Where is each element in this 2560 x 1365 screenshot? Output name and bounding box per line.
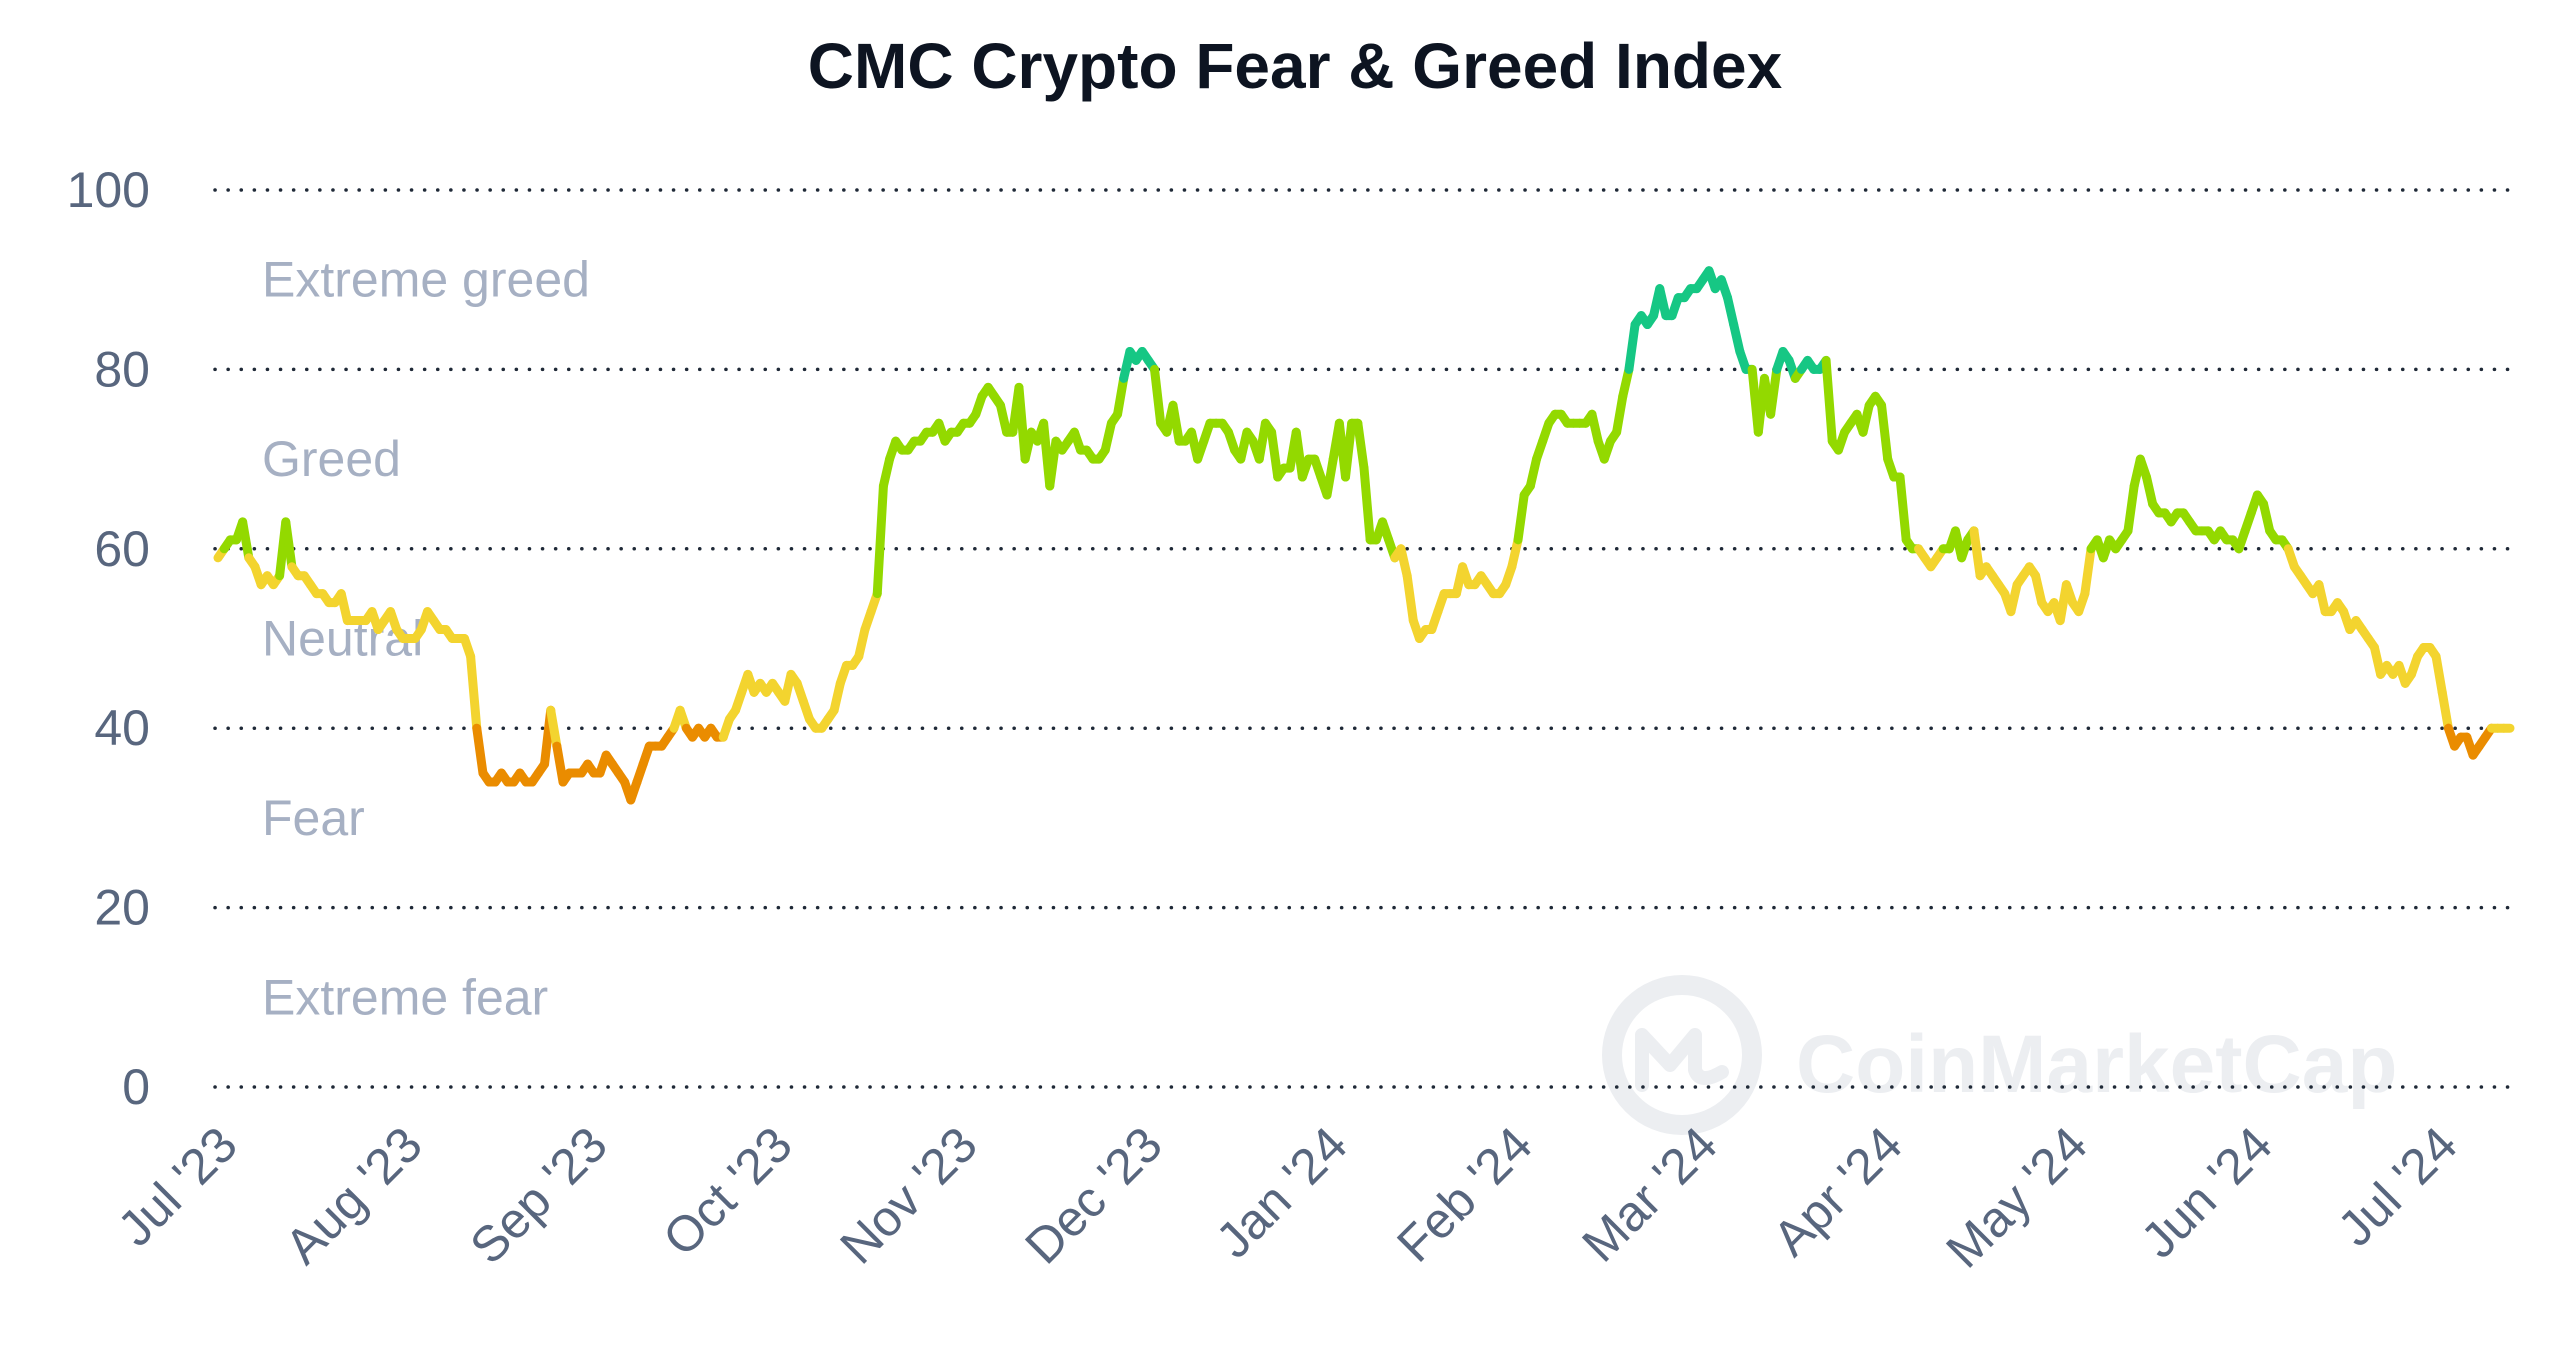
index-line bbox=[213, 266, 2515, 805]
line-segment bbox=[2259, 499, 2275, 536]
line-segment bbox=[1618, 364, 1634, 401]
line-segment bbox=[878, 454, 895, 491]
line-segment bbox=[2314, 580, 2330, 617]
line-segment bbox=[1150, 364, 1166, 428]
x-tick-label: May '24 bbox=[1935, 1116, 2097, 1278]
x-tick-label: Jul '23 bbox=[107, 1116, 248, 1257]
x-axis-ticks: Jul '23 Aug '23 Sep '23 Oct '23 Nov '23 Dec '… bbox=[107, 1116, 2468, 1278]
zone-label: Fear bbox=[262, 790, 365, 846]
x-tick-label: Sep '23 bbox=[459, 1116, 617, 1274]
line-segment bbox=[2141, 472, 2158, 509]
x-tick-label: Aug '23 bbox=[274, 1116, 432, 1274]
x-tick-label: Dec '23 bbox=[1014, 1116, 1172, 1274]
watermark: CoinMarketCap bbox=[1602, 975, 2397, 1135]
line-segment bbox=[1359, 463, 1375, 545]
line-segment bbox=[1624, 320, 1640, 374]
y-tick-label: 40 bbox=[94, 700, 150, 756]
y-tick-label: 80 bbox=[94, 341, 150, 397]
line-segment bbox=[1723, 293, 1739, 330]
zone-label: Extreme greed bbox=[262, 252, 590, 308]
line-segment bbox=[1402, 571, 1418, 626]
line-segment bbox=[1766, 364, 1782, 419]
line-segment bbox=[2080, 544, 2096, 599]
watermark-text: CoinMarketCap bbox=[1796, 1019, 2397, 1110]
line-segment bbox=[1729, 320, 1745, 356]
line-segment bbox=[281, 517, 297, 572]
line-segment bbox=[1168, 400, 1184, 446]
x-tick-label: Nov '23 bbox=[829, 1116, 987, 1274]
line-segment bbox=[1113, 373, 1129, 419]
line-segment bbox=[1341, 418, 1357, 482]
line-segment bbox=[2031, 571, 2047, 608]
line-segment bbox=[1513, 490, 1529, 545]
y-axis-ticks: 100 80 60 40 20 0 bbox=[67, 162, 150, 1115]
line-segment bbox=[546, 705, 562, 751]
line-segment bbox=[1969, 526, 1985, 581]
line-segment bbox=[1267, 427, 1283, 482]
line-segment bbox=[1100, 418, 1116, 455]
line-segment bbox=[1858, 400, 1874, 437]
x-tick-label: Apr '24 bbox=[1762, 1116, 1913, 1267]
x-tick-label: Feb '24 bbox=[1386, 1116, 1542, 1272]
x-tick-label: Jan '24 bbox=[1205, 1116, 1358, 1269]
y-tick-label: 60 bbox=[94, 521, 150, 577]
gridlines bbox=[213, 188, 2522, 1089]
line-segment bbox=[1045, 436, 1061, 491]
line-segment bbox=[1895, 472, 1911, 545]
chart-title: CMC Crypto Fear & Greed Index bbox=[808, 30, 1783, 102]
line-segment bbox=[1612, 391, 1628, 437]
coinmarketcap-logo-icon bbox=[1602, 975, 1762, 1135]
line-segment bbox=[829, 678, 845, 715]
line-segment bbox=[472, 723, 488, 778]
line-segment bbox=[238, 517, 254, 563]
line-segment bbox=[1396, 544, 1412, 581]
zone-label: Extreme fear bbox=[262, 969, 548, 1025]
line-segment bbox=[1353, 418, 1369, 473]
line-segment bbox=[2123, 481, 2139, 536]
line-segment bbox=[854, 625, 870, 661]
line-segment bbox=[2431, 651, 2447, 697]
line-segment bbox=[1322, 454, 1338, 500]
line-segment bbox=[872, 481, 888, 599]
line-segment bbox=[1821, 355, 1837, 446]
x-tick-label: Oct '23 bbox=[652, 1116, 803, 1267]
line-segment bbox=[336, 589, 352, 626]
line-segment bbox=[2437, 687, 2453, 733]
line-segment bbox=[1507, 535, 1523, 572]
line-segment bbox=[1655, 284, 1671, 321]
line-segment bbox=[1525, 454, 1542, 491]
x-tick-label: Jun '24 bbox=[2130, 1116, 2283, 1269]
y-tick-label: 0 bbox=[122, 1059, 150, 1115]
y-tick-label: 100 bbox=[67, 162, 150, 218]
x-tick-label: Jul '24 bbox=[2327, 1116, 2468, 1257]
line-segment bbox=[2006, 580, 2022, 617]
x-tick-label: Mar '24 bbox=[1571, 1116, 1727, 1272]
y-tick-label: 20 bbox=[94, 880, 150, 936]
zone-label: Greed bbox=[262, 431, 401, 487]
line-segment bbox=[1587, 409, 1603, 446]
line-segment bbox=[466, 651, 482, 733]
line-segment bbox=[995, 400, 1012, 437]
line-segment bbox=[1877, 400, 1893, 464]
